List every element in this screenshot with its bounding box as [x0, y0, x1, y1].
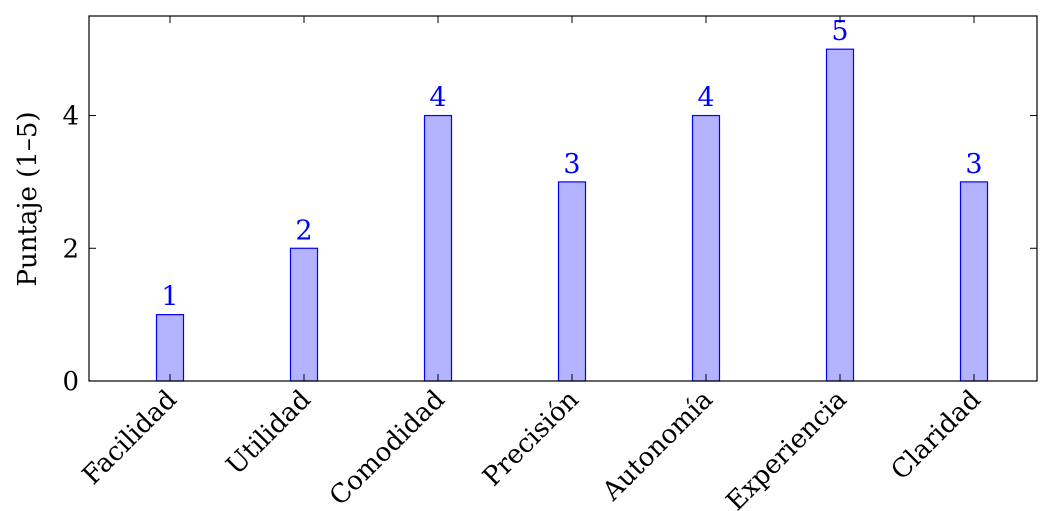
bar-facilidad	[155, 314, 185, 382]
axes-group	[88, 15, 1038, 382]
x-tick-label-facilidad: Facilidad	[77, 385, 183, 491]
y-tick-labels-group: 0 2 4	[62, 102, 79, 397]
y-axis-title: Puntaje (1–5)	[13, 111, 43, 286]
x-tick-label-utilidad: Utilidad	[221, 385, 317, 481]
axes-frame	[88, 15, 1038, 382]
y-tick-label: 4	[62, 102, 79, 132]
x-tick-label-comodidad: Comodidad	[324, 385, 451, 511]
x-tick-label-claridad: Claridad	[886, 385, 987, 486]
bar-precisión	[557, 181, 587, 382]
bars-group	[155, 48, 989, 382]
bar-comodidad	[423, 114, 453, 382]
bar-utilidad	[289, 247, 319, 382]
data-labels-group: 1 2 4 3 4 5 3	[161, 16, 982, 312]
data-label-autonomía: 4	[697, 83, 714, 114]
bar-autonomía	[691, 114, 721, 382]
x-tick-labels-group: Facilidad Utilidad Comodidad Precisión Auton…	[77, 385, 987, 511]
x-tick-label-precisión: Precisión	[477, 385, 585, 493]
x-tick-label-experiencia: Experiencia	[721, 385, 853, 511]
data-label-claridad: 3	[965, 149, 982, 180]
y-tick-label: 0	[62, 367, 79, 397]
data-label-precisión: 3	[563, 149, 580, 180]
bar-experiencia	[825, 48, 855, 382]
bar-claridad	[959, 181, 989, 382]
x-tick-label-autonomía: Autonomía	[596, 385, 719, 508]
y-tick-label: 2	[62, 234, 79, 264]
data-label-comodidad: 4	[429, 83, 446, 114]
data-label-facilidad: 1	[161, 282, 178, 313]
data-label-experiencia: 5	[831, 16, 848, 47]
data-label-utilidad: 2	[295, 215, 312, 246]
